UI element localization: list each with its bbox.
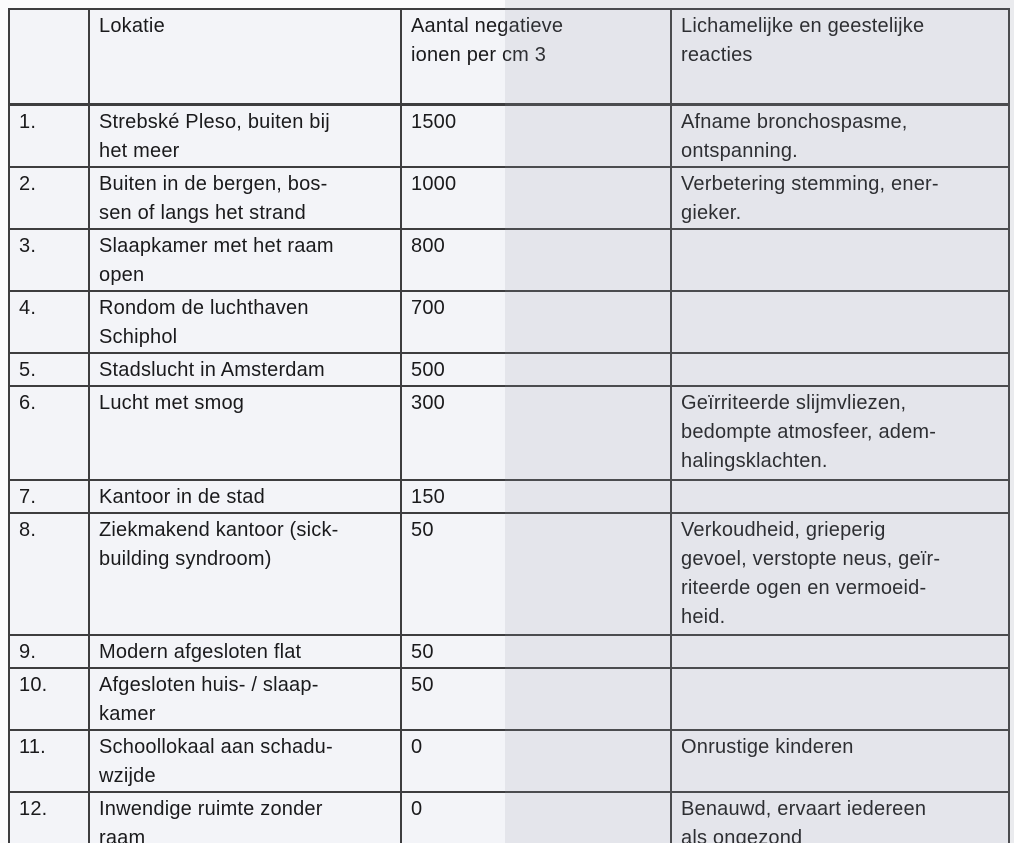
ion-count-cell: 300 [400,385,672,481]
reactions-cell: Afname bronchospasme, ontspanning. [670,103,1010,168]
table-header-row: Lokatie Aantal negatieve ionen per cm 3 … [8,8,1010,106]
header-number-cell [8,8,90,106]
row-number-cell: 4. [8,290,90,354]
ion-count-cell: 0 [400,791,672,843]
header-location-cell: Lokatie [88,8,402,106]
ion-count-cell: 1000 [400,166,672,230]
table-row: 9. Modern afgesloten flat 50 [8,634,1010,669]
row-number-cell: 7. [8,479,90,514]
ion-count-cell: 50 [400,634,672,669]
row-number-cell: 6. [8,385,90,481]
location-cell: Afgesloten huis- / slaap- kamer [88,667,402,731]
ion-count-cell: 150 [400,479,672,514]
reactions-cell: Geïrriteerde slijmvliezen, bedompte atmo… [670,385,1010,481]
table-row: 12. Inwendige ruimte zonder raam 0 Benau… [8,791,1010,843]
row-number-cell: 3. [8,228,90,292]
location-cell: Strebské Pleso, buiten bij het meer [88,103,402,168]
table-row: 11. Schoollokaal aan schadu- wzijde 0 On… [8,729,1010,793]
table-row: 5. Stadslucht in Amsterdam 500 [8,352,1010,387]
ion-count-cell: 700 [400,290,672,354]
location-cell: Inwendige ruimte zonder raam [88,791,402,843]
reactions-cell [670,228,1010,292]
location-cell: Buiten in de bergen, bos- sen of langs h… [88,166,402,230]
row-number-cell: 9. [8,634,90,669]
table-row: 6. Lucht met smog 300 Geïrriteerde slijm… [8,385,1010,481]
reactions-cell: Onrustige kinderen [670,729,1010,793]
location-cell: Kantoor in de stad [88,479,402,514]
ion-count-cell: 500 [400,352,672,387]
table-row: 4. Rondom de luchthaven Schiphol 700 [8,290,1010,354]
row-number-cell: 2. [8,166,90,230]
table-row: 1. Strebské Pleso, buiten bij het meer 1… [8,103,1010,168]
reactions-cell [670,352,1010,387]
row-number-cell: 5. [8,352,90,387]
location-cell: Rondom de luchthaven Schiphol [88,290,402,354]
table-row: 3. Slaapkamer met het raam open 800 [8,228,1010,292]
reactions-cell: Verkoudheid, grieperig gevoel, verstopte… [670,512,1010,636]
table-row: 2. Buiten in de bergen, bos- sen of lang… [8,166,1010,230]
row-number-cell: 8. [8,512,90,636]
location-cell: Lucht met smog [88,385,402,481]
location-cell: Slaapkamer met het raam open [88,228,402,292]
row-number-cell: 1. [8,103,90,168]
reactions-cell [670,290,1010,354]
ion-count-cell: 1500 [400,103,672,168]
reactions-cell [670,634,1010,669]
table-row: 7. Kantoor in de stad 150 [8,479,1010,514]
ion-count-cell: 50 [400,667,672,731]
table-row: 10. Afgesloten huis- / slaap- kamer 50 [8,667,1010,731]
reactions-cell: Benauwd, ervaart iedereen als ongezond [670,791,1010,843]
row-number-cell: 10. [8,667,90,731]
row-number-cell: 11. [8,729,90,793]
reactions-cell [670,667,1010,731]
ion-count-cell: 50 [400,512,672,636]
table-row: 8. Ziekmakend kantoor (sick- building sy… [8,512,1010,636]
location-cell: Schoollokaal aan schadu- wzijde [88,729,402,793]
header-ion-count-cell: Aantal negatieve ionen per cm 3 [400,8,672,106]
reactions-cell: Verbetering stemming, ener- gieker. [670,166,1010,230]
ion-count-cell: 0 [400,729,672,793]
header-reactions-cell: Lichamelijke en geestelijke reacties [670,8,1010,106]
location-cell: Ziekmakend kantoor (sick- building syndr… [88,512,402,636]
row-number-cell: 12. [8,791,90,843]
location-cell: Modern afgesloten flat [88,634,402,669]
location-cell: Stadslucht in Amsterdam [88,352,402,387]
negative-ions-table: Lokatie Aantal negatieve ionen per cm 3 … [8,8,1010,843]
reactions-cell [670,479,1010,514]
ion-count-cell: 800 [400,228,672,292]
